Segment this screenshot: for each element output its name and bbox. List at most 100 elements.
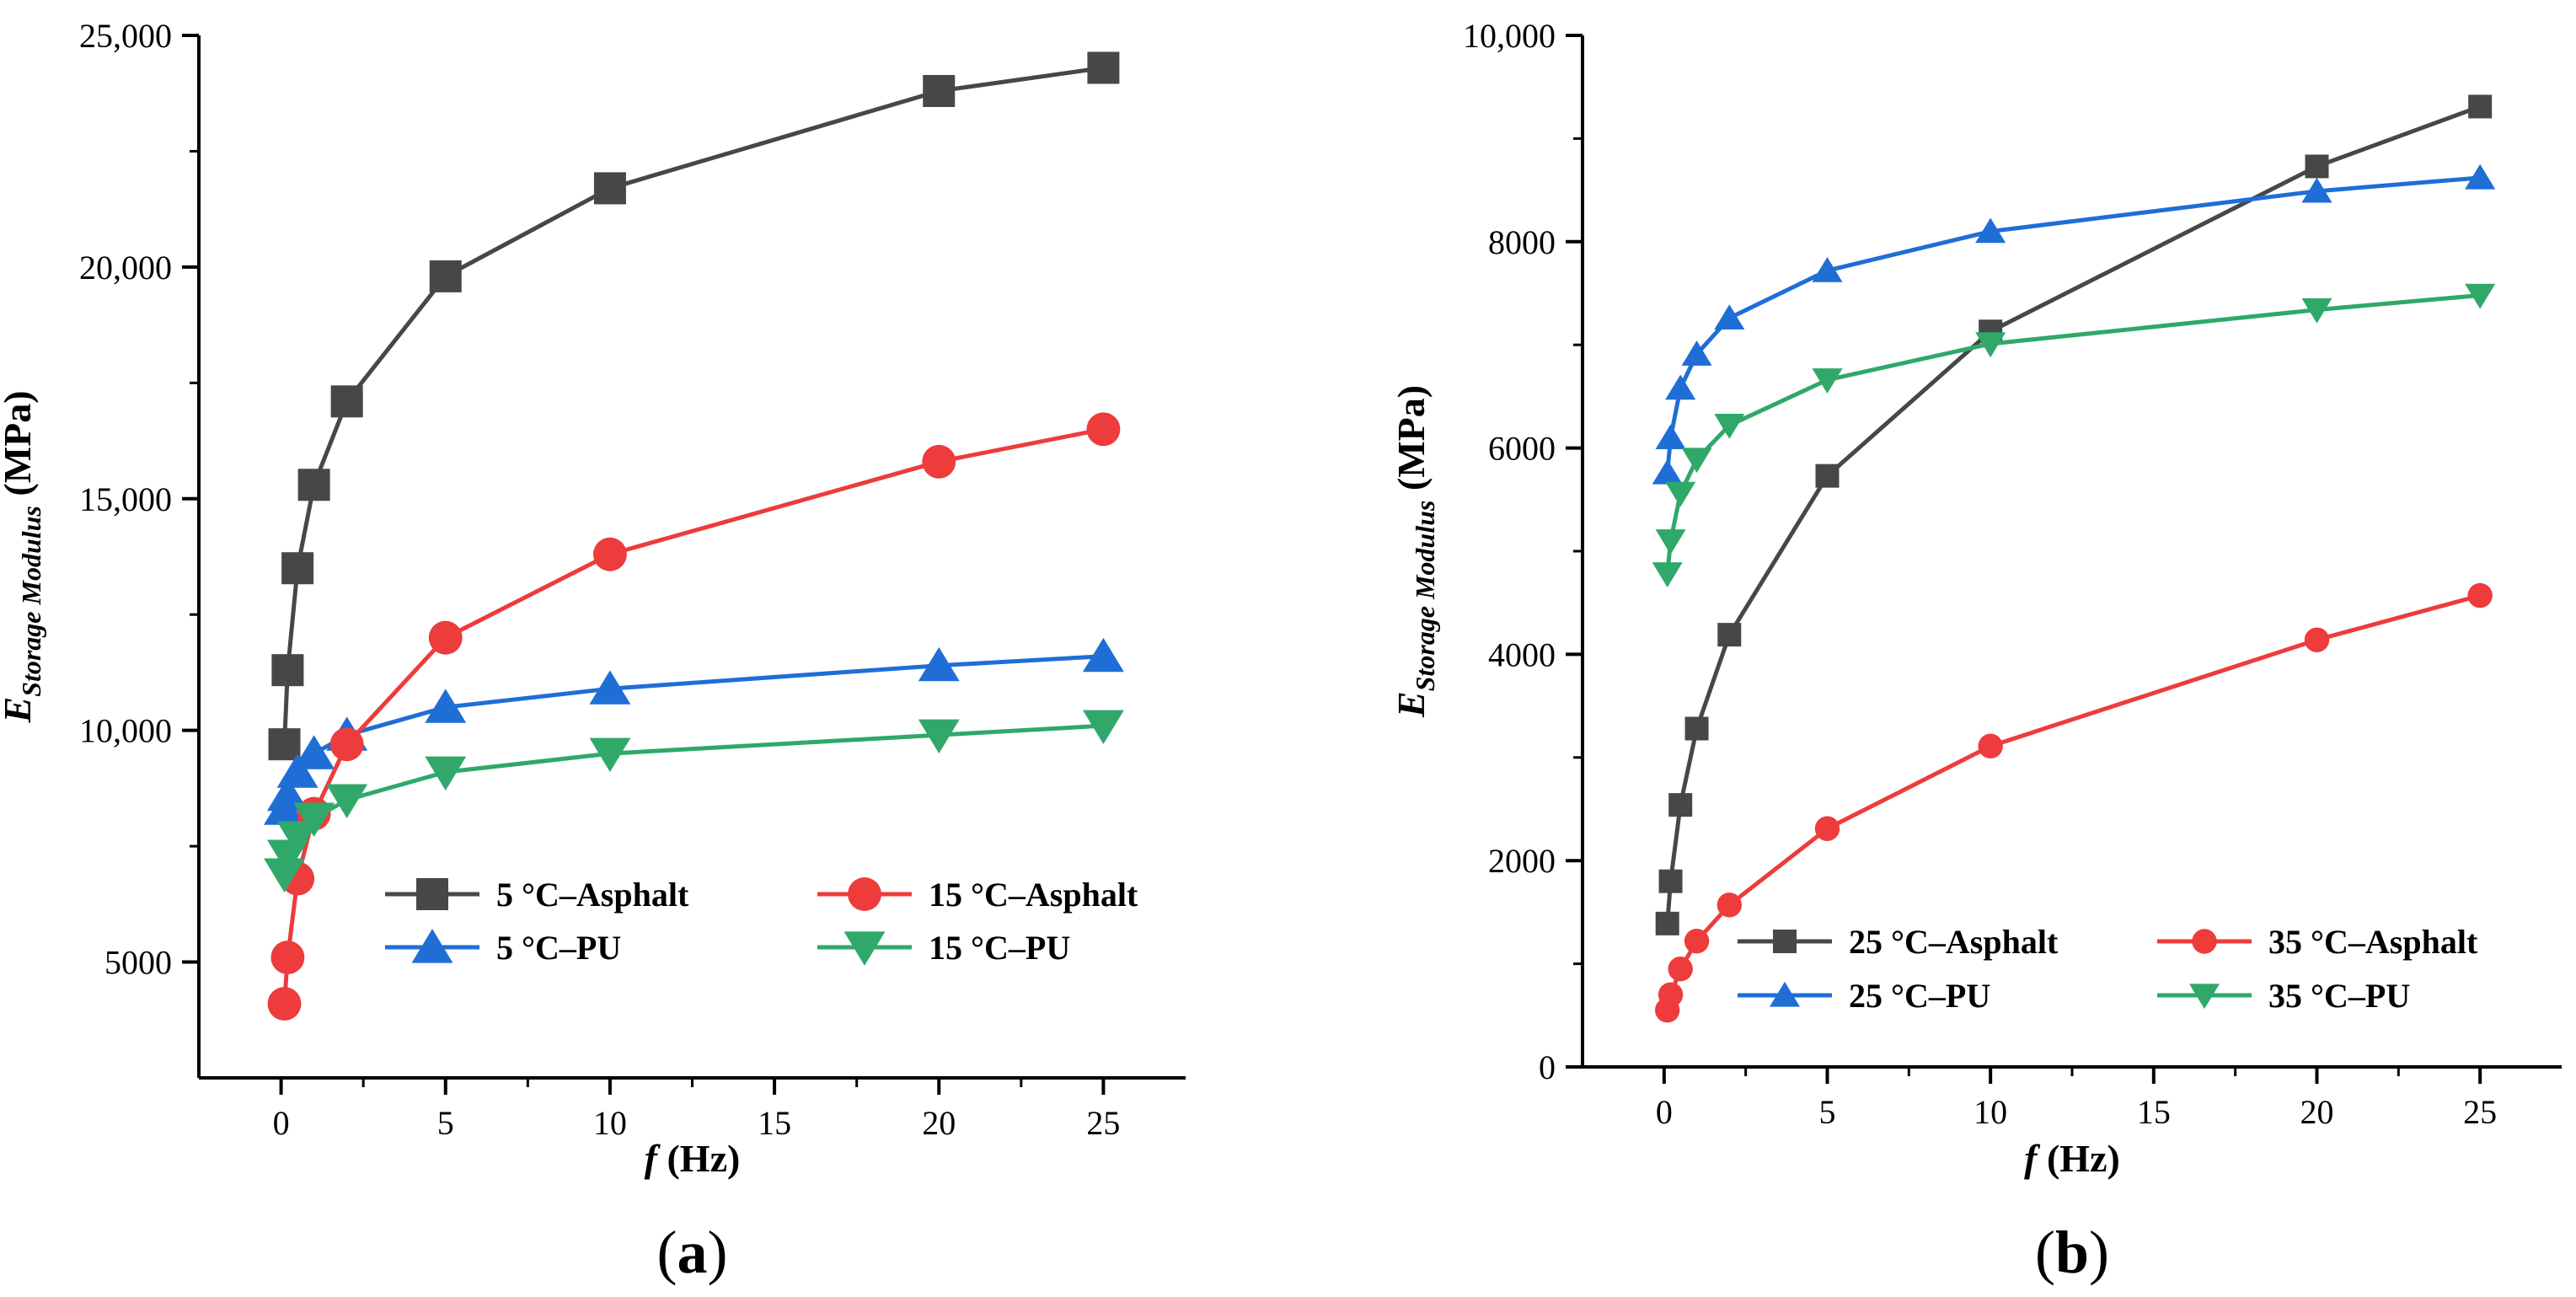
legend-label: 35 °C–Asphalt	[2268, 923, 2478, 961]
y-tick-label: 6000	[1488, 430, 1556, 468]
series-3	[264, 710, 1124, 892]
panel-label-close: )	[2089, 1219, 2109, 1286]
series-line	[282, 723, 1104, 875]
data-point	[592, 537, 627, 571]
data-point	[2468, 94, 2493, 119]
y-axis-unit: (MPa)	[0, 390, 39, 506]
data-point	[1714, 304, 1745, 330]
x-tick-label: 25	[2463, 1093, 2497, 1131]
data-point	[293, 735, 335, 769]
panel-label-open: (	[657, 1219, 677, 1286]
data-point	[1975, 217, 2006, 244]
data-point	[593, 172, 626, 205]
legend-marker	[2188, 983, 2220, 1010]
series-1	[1652, 163, 2496, 485]
data-point	[1655, 424, 1686, 450]
legend-label: 25 °C–PU	[1849, 977, 1990, 1015]
x-axis-unit: (Hz)	[2037, 1137, 2119, 1180]
data-point	[1086, 412, 1121, 447]
legend-marker	[416, 878, 448, 910]
series-0	[1655, 94, 2493, 935]
data-point	[918, 646, 960, 682]
y-tick-label: 25,000	[79, 17, 172, 55]
data-point	[276, 821, 319, 855]
panel-label-letter: a	[677, 1219, 708, 1286]
legend-marker	[2192, 929, 2217, 954]
data-point	[330, 385, 363, 418]
data-point	[1978, 733, 2003, 759]
y-tick-label: 0	[1539, 1048, 1556, 1086]
y-tick-label: 8000	[1488, 223, 1556, 261]
series-line	[1665, 105, 2482, 925]
x-tick-label: 20	[2300, 1093, 2334, 1131]
panel-label-close: )	[708, 1219, 728, 1286]
data-point	[425, 689, 467, 723]
legend-item: 5 °C–PU	[385, 929, 621, 967]
data-point	[271, 654, 304, 687]
series-line	[1665, 175, 2481, 474]
x-tick-label: 5	[1819, 1093, 1836, 1131]
y-axis-unit: (MPa)	[1390, 385, 1433, 501]
data-point	[297, 469, 330, 501]
x-axis-symbol: f	[2024, 1137, 2041, 1180]
legend-item: 25 °C–Asphalt	[1738, 923, 2059, 961]
data-point	[1082, 637, 1124, 673]
panel-label: (b)	[2035, 1219, 2109, 1286]
x-axis-unit: (Hz)	[657, 1137, 740, 1180]
legend-item: 5 °C–Asphalt	[385, 876, 689, 914]
chart-panel-a: 0 5 10 15 20 25 5000 10,000 15,000 20,000 25,000 5 …	[0, 17, 1186, 1286]
legend-item: 35 °C–PU	[2157, 977, 2410, 1015]
x-tick-label: 20	[922, 1104, 956, 1142]
x-axis-title: f (Hz)	[645, 1137, 741, 1180]
y-tick-label: 5000	[104, 944, 172, 982]
y-axis-title: EStorage Modulus (MPa)	[0, 390, 46, 723]
data-point	[1716, 892, 1742, 918]
series-3	[1652, 283, 2496, 588]
data-point	[1082, 710, 1124, 745]
data-point	[2304, 627, 2330, 652]
data-point	[1714, 413, 1745, 439]
y-axis-title: EStorage Modulus (MPa)	[1390, 385, 1440, 718]
data-point	[2301, 297, 2332, 324]
x-tick-label: 0	[1656, 1093, 1673, 1131]
y-tick-label: 20,000	[79, 249, 172, 287]
data-point	[1681, 448, 1712, 474]
y-tick-label: 2000	[1488, 842, 1556, 880]
y-tick-label: 10,000	[1463, 17, 1556, 55]
data-point	[2465, 163, 2496, 190]
y-tick-label: 15,000	[79, 480, 172, 518]
data-point	[1684, 716, 1709, 741]
data-point	[270, 941, 305, 975]
data-point	[2465, 283, 2496, 309]
data-point	[1681, 340, 1712, 366]
data-point	[1652, 458, 1683, 485]
data-point	[2467, 582, 2493, 608]
data-point	[1815, 464, 1840, 488]
x-tick-label: 10	[1974, 1093, 2007, 1131]
legend-marker	[848, 877, 881, 911]
y-axis-subscript: Storage Modulus	[1410, 501, 1440, 692]
y-tick-label: 4000	[1488, 635, 1556, 673]
y-axis-symbol: E	[0, 697, 39, 724]
data-point	[264, 858, 305, 892]
legend-label: 5 °C–Asphalt	[496, 876, 689, 914]
data-point	[1812, 256, 1843, 282]
series-2	[1655, 582, 2493, 1023]
data-point	[1658, 869, 1683, 893]
data-point	[922, 444, 956, 479]
legend-item: 15 °C–Asphalt	[817, 876, 1138, 914]
data-point	[1684, 928, 1710, 954]
legend-label: 35 °C–PU	[2268, 977, 2410, 1015]
data-point	[918, 719, 960, 754]
x-tick-label: 25	[1086, 1104, 1120, 1142]
data-point	[281, 552, 314, 585]
legend-marker	[1769, 981, 1801, 1007]
data-point	[329, 727, 364, 762]
legend-label: 15 °C–Asphalt	[929, 876, 1138, 914]
panel-label-open: (	[2035, 1219, 2055, 1286]
legend-marker	[1773, 930, 1797, 953]
legend: 25 °C–Asphalt 25 °C–PU 35 °C–Asphalt 35 °C–…	[1738, 923, 2478, 1015]
data-point	[1655, 529, 1686, 555]
panel-label-letter: b	[2055, 1219, 2089, 1286]
